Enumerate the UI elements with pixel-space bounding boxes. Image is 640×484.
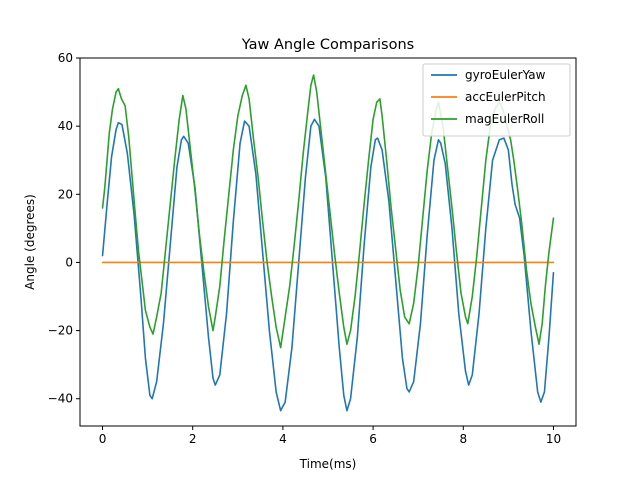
x-tick-label: 10 [546,432,561,446]
plot-frame [79,57,577,427]
legend-label-accEulerPitch: accEulerPitch [465,90,546,104]
x-tick-label: 2 [189,432,197,446]
x-tick-label: 0 [99,432,107,446]
x-axis-label: Time(ms) [299,457,357,471]
legend-label-magEulerRoll: magEulerRoll [465,112,544,126]
ticks-layer: 0 2 4 6 8 10 −40 −20 0 20 40 60 [48,51,561,446]
y-tick-label: 0 [65,255,73,269]
x-tick-label: 8 [459,432,467,446]
x-tick-label: 4 [279,432,287,446]
legend-label-gyroEulerYaw: gyroEulerYaw [465,68,546,82]
y-tick-label: −20 [48,324,73,338]
y-tick-label: 60 [58,51,73,65]
y-axis-label: Angle (degrees) [23,194,37,290]
legend-box [422,63,571,137]
x-tick-label: 6 [369,432,377,446]
series-layer [101,74,555,412]
y-tick-label: 40 [58,119,73,133]
legend: gyroEulerYaw accEulerPitch magEulerRoll [422,63,571,137]
y-tick-label: −40 [48,392,73,406]
chart-title: Yaw Angle Comparisons [241,37,414,53]
series-line-magEulerRoll [101,74,555,349]
y-tick-label: 20 [58,187,73,201]
